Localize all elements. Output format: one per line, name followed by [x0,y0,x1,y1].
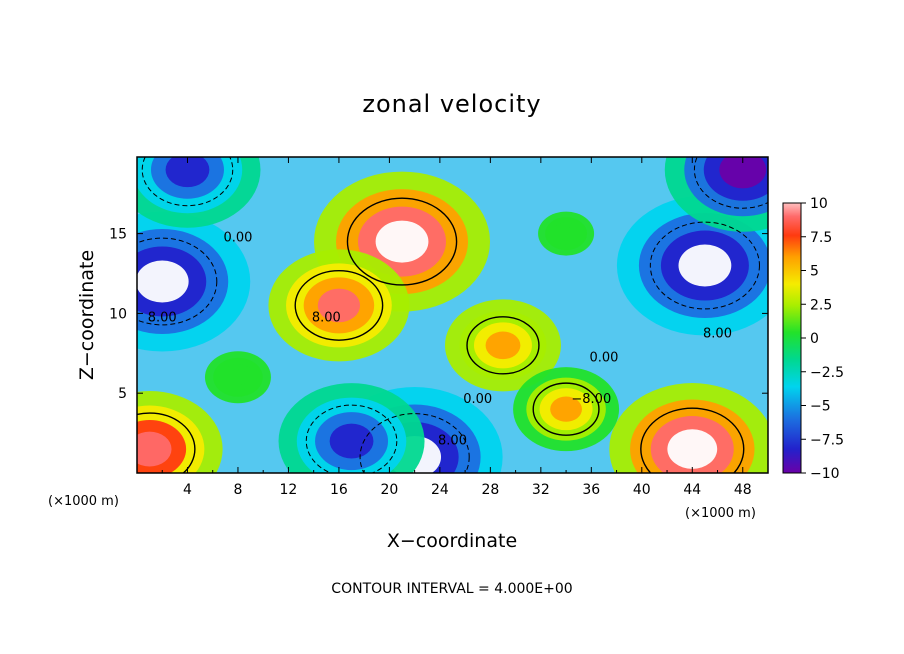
colorbar-tick-label: 7.5 [810,230,832,246]
y-tick-label: 15 [109,227,127,243]
contour-line [137,237,218,326]
x-tick-label: 12 [280,482,298,498]
x-tick-label: 36 [582,482,600,498]
field-blob [137,431,172,467]
x-units-label-left: (×1000 m) [48,494,119,509]
contour-label: 0.00 [463,392,492,407]
x-tick-label: 8 [233,482,242,498]
contour-line [294,270,384,341]
plot-frame [136,156,769,474]
field-blob [317,288,361,323]
x-tick-label: 44 [683,482,701,498]
field-blob [228,369,248,386]
colorbar-tick-label: 2.5 [810,297,832,313]
field-blob [137,260,189,303]
contour-label: 8.00 [312,310,341,325]
colorbar-tick-label: 5 [810,264,819,280]
contour-line [346,197,458,286]
plot-area: 0.00 8.00 8.00 8.00 0.00 0.00 8.00 −8.00 [136,156,769,474]
contour-label: 8.00 [148,310,177,325]
colorbar-tick-label: −2.5 [810,365,844,381]
field-blob [375,220,429,263]
y-tick-label: 5 [118,386,127,402]
contour-line [141,157,234,207]
field-blob [485,331,521,360]
y-axis-ticks: 5 10 15 [109,227,768,402]
contour-label: −8.00 [571,392,611,407]
contour-label: 8.00 [703,326,732,341]
contour-label: 0.00 [589,350,618,365]
contour-lines [137,157,768,473]
contour-line [649,221,760,310]
contour-line [359,413,470,473]
colorbar-tick-label: −7.5 [810,432,844,448]
contour-labels: 0.00 8.00 8.00 8.00 0.00 0.00 8.00 −8.00 [148,231,732,449]
field-blob [550,396,582,422]
x-tick-label: 16 [330,482,348,498]
field-blob [719,157,767,189]
contour-line [532,382,600,436]
y-axis-label: Z−coordinate [76,250,98,380]
field-blob [557,227,575,241]
field-blob [165,157,210,188]
x-axis-ticks: 4 8 12 16 20 24 28 32 36 40 44 48 [161,157,752,498]
velocity-field [137,157,768,473]
y-tick-label: 10 [109,306,127,322]
colorbar-tick-label: −10 [810,466,840,482]
colorbar-tick-label: 10 [810,196,828,212]
field-blob [678,244,732,287]
colorbar-tick-label: 0 [810,331,819,347]
x-units-label-right: (×1000 m) [685,506,756,521]
contour-line [137,412,196,473]
x-tick-label: 48 [734,482,752,498]
x-tick-label: 4 [183,482,192,498]
colorbar-ramp [782,202,802,474]
contour-label: 0.00 [223,231,252,246]
field-blob [329,423,374,459]
colorbar-ticks: 10 7.5 5 2.5 0 −2.5 −5 −7.5 −10 [801,196,844,482]
chart-title: zonal velocity [362,90,541,118]
contour-interval-note: CONTOUR INTERVAL = 4.000E+00 [331,581,572,597]
x-axis-label: X−coordinate [387,530,517,552]
colorbar-tick-label: −5 [810,399,831,415]
contour-label: 8.00 [438,433,467,448]
x-tick-label: 24 [431,482,449,498]
contour-line [693,157,768,209]
field-blob [667,429,718,469]
x-tick-label: 28 [481,482,499,498]
contour-line [305,404,398,473]
x-tick-label: 20 [380,482,398,498]
contour-line [640,407,745,473]
x-tick-label: 32 [532,482,550,498]
colorbar: 10 7.5 5 2.5 0 −2.5 −5 −7.5 −10 [782,196,844,482]
x-tick-label: 40 [633,482,651,498]
contour-line [466,316,540,375]
